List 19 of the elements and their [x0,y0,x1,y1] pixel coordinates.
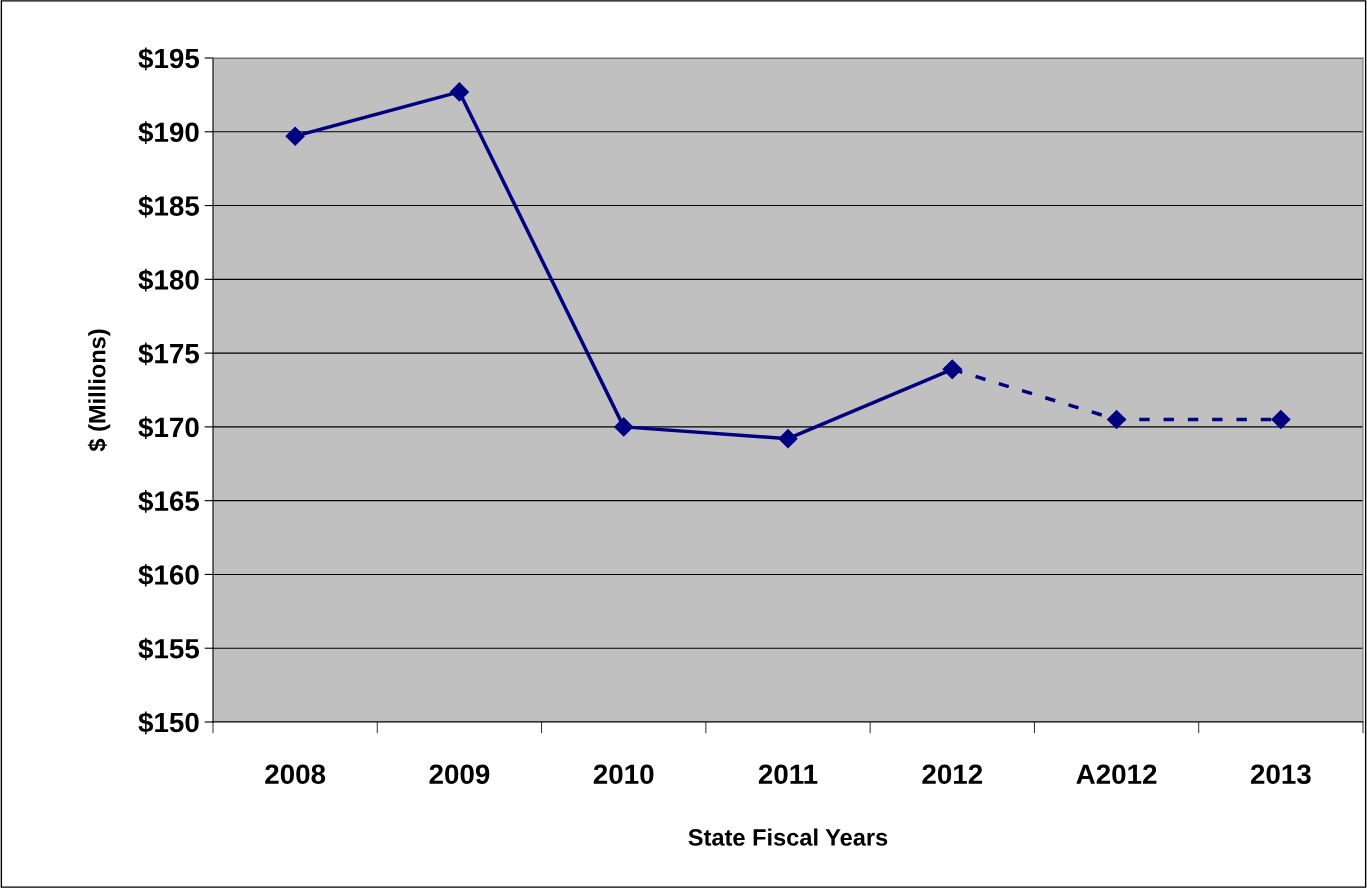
x-axis-title: State Fiscal Years [688,828,888,846]
x-tick-label: 2012 [922,764,983,785]
x-tick-label: 2008 [265,764,326,785]
x-tick-label: 2013 [1250,764,1311,785]
x-tick-label: 2011 [758,764,818,785]
y-tick-label: $170 [138,416,199,440]
y-tick-label: $190 [138,121,199,144]
y-tick-label: $165 [138,490,200,513]
y-tick-label: $180 [138,268,199,292]
x-tick-label: A2012 [1076,764,1157,785]
y-tick-label: $155 [138,637,200,661]
y-tick-label: $175 [138,342,200,366]
y-tick-label: $185 [138,195,200,218]
y-tick-label: $150 [138,711,199,735]
x-tick-label: 2010 [593,764,654,785]
y-tick-label: $195 [138,47,200,71]
y-tick-label: $160 [138,563,199,587]
x-tick-label: 2009 [429,764,490,785]
y-axis-title: $ (Millions) [87,329,111,452]
